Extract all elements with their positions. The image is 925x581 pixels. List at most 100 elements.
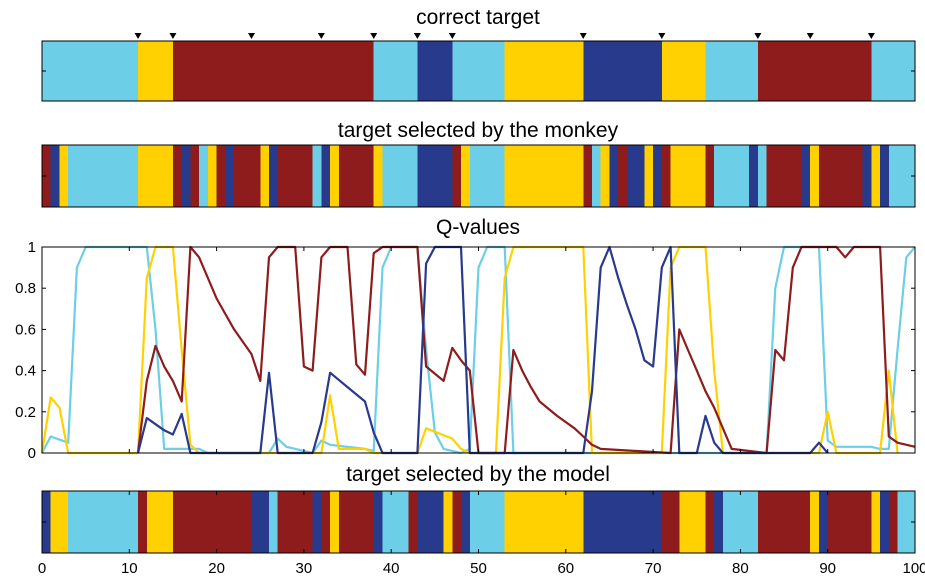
segment-bar: [251, 491, 269, 553]
segment-bar: [757, 491, 811, 553]
segment-bar: [312, 491, 322, 553]
segment-bar: [268, 145, 278, 207]
segment-bar: [714, 145, 750, 207]
axes-frame: [41, 40, 916, 102]
segment-bar: [600, 145, 610, 207]
segment-bar: [827, 491, 872, 553]
x-tick-label: 80: [732, 560, 749, 577]
segment-bar: [504, 491, 584, 553]
segment-bar: [818, 491, 828, 553]
segment-bar: [234, 145, 261, 207]
change-marker: [579, 33, 587, 39]
y-tick-label: 1: [28, 239, 36, 256]
axes-frame: [41, 144, 916, 208]
x-tick-label: 10: [121, 560, 138, 577]
segment-bar: [801, 145, 811, 207]
segment-bar: [880, 145, 889, 207]
segment-bar: [705, 145, 715, 207]
segment-bar: [653, 145, 662, 207]
segment-bar: [461, 491, 470, 553]
y-tick-label: 0.4: [15, 363, 36, 380]
segment-bar: [618, 145, 627, 207]
segment-bar: [268, 491, 278, 553]
x-tick-label: 60: [557, 560, 574, 577]
segment-bar: [679, 491, 706, 553]
segment-bar: [42, 41, 139, 101]
x-tick-label: 20: [208, 560, 225, 577]
panel-title-correct-target: correct target: [416, 6, 540, 29]
segment-bar: [452, 41, 505, 101]
change-marker: [134, 33, 142, 39]
segment-bar: [757, 41, 872, 101]
segment-bar: [373, 145, 383, 207]
change-marker: [169, 33, 177, 39]
segment-bar: [591, 145, 601, 207]
segment-bar: [373, 41, 418, 101]
segment-bar: [146, 491, 173, 553]
x-tick-label: 0: [38, 560, 46, 577]
segment-bar: [338, 491, 348, 553]
change-marker: [370, 33, 378, 39]
change-marker: [317, 33, 325, 39]
segment-bar: [373, 491, 383, 553]
panel-correct-target: [41, 33, 916, 102]
segment-bar: [461, 145, 470, 207]
segment-bar: [810, 145, 819, 207]
segment-bar: [417, 41, 453, 101]
segment-bar: [417, 145, 453, 207]
segment-bar: [42, 491, 51, 553]
segment-bar: [862, 145, 872, 207]
x-tick-label: 30: [296, 560, 313, 577]
segment-bar: [880, 491, 889, 553]
segment-bar: [714, 491, 723, 553]
segment-bar: [225, 145, 235, 207]
segment-bar: [583, 491, 662, 553]
change-marker: [806, 33, 814, 39]
change-marker: [658, 33, 666, 39]
segment-bar: [705, 491, 715, 553]
segment-bar: [888, 145, 915, 207]
segment-bar: [661, 491, 680, 553]
segment-bar: [172, 491, 252, 553]
segment-bar: [216, 145, 226, 207]
segment-bar: [705, 41, 758, 101]
segment-bar: [871, 145, 881, 207]
segment-bar: [277, 491, 313, 553]
x-tick-label: 90: [819, 560, 836, 577]
segment-bar: [670, 145, 706, 207]
segment-bar: [452, 491, 462, 553]
panel-title-monkey: target selected by the monkey: [338, 119, 619, 142]
segment-bar: [871, 491, 881, 553]
segment-bar: [661, 41, 706, 101]
segment-bar: [609, 145, 619, 207]
panel-q-values: 0 0.2 0.4 0.6 0.8 1: [15, 239, 916, 462]
segment-bar: [321, 145, 331, 207]
segment-bar: [810, 491, 819, 553]
segment-bar: [504, 41, 584, 101]
segment-bar: [260, 145, 269, 207]
segment-bar: [408, 491, 418, 553]
y-tick-label: 0.2: [15, 404, 36, 421]
segment-bar: [504, 145, 584, 207]
segment-bar: [897, 491, 915, 553]
segment-bar: [207, 145, 217, 207]
change-marker: [413, 33, 421, 39]
segment-bar: [330, 145, 339, 207]
change-marker: [248, 33, 256, 39]
segment-bar: [888, 491, 898, 553]
segment-bar: [277, 145, 313, 207]
segment-bar: [347, 491, 374, 553]
segment-bar: [68, 491, 139, 553]
segment-bar: [138, 145, 173, 207]
x-tick-label: 70: [645, 560, 662, 577]
y-tick-label: 0.8: [15, 280, 36, 297]
y-tick-label: 0.6: [15, 321, 36, 338]
segment-bar: [312, 145, 322, 207]
change-marker: [867, 33, 875, 39]
segment-bar: [382, 145, 418, 207]
segment-bar: [583, 145, 592, 207]
segment-bar: [452, 145, 462, 207]
segment-bar: [50, 491, 69, 553]
segment-bar: [469, 491, 505, 553]
segment-bar: [382, 491, 409, 553]
